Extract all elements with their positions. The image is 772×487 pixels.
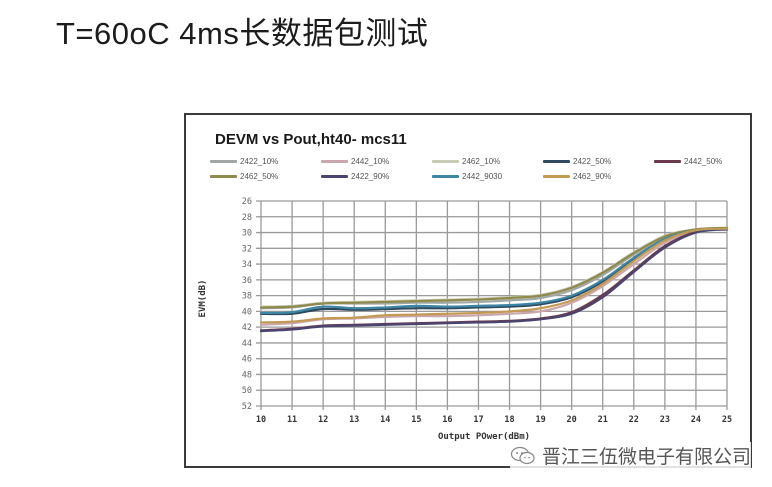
x-tick-label: 22 [629, 415, 639, 425]
x-tick-label: 25 [722, 415, 732, 425]
legend-label: 2442_10% [351, 156, 390, 166]
legend-label: 2462_50% [240, 171, 279, 181]
series-line [259, 227, 729, 315]
legend-swatch [321, 159, 348, 163]
legend-swatch [432, 174, 459, 178]
legend-label: 2422_50% [573, 156, 612, 166]
chart-legend: 2422_10% 2442_10% 2462_10% 2422_50% 2442_50%… [210, 154, 750, 188]
legend-label: 2442_9030 [462, 171, 503, 181]
legend-item: 2442_9030 [432, 169, 502, 183]
x-tick-label: 12 [318, 415, 328, 425]
x-axis-label: Output POwer(dBm) [438, 432, 530, 442]
y-tick-label: 30 [242, 229, 252, 239]
x-tick-label: 24 [691, 415, 701, 425]
x-tick-label: 13 [349, 415, 359, 425]
series-line [259, 228, 729, 333]
y-axis-label: EVM(dB) [198, 280, 208, 318]
y-tick-label: 26 [242, 197, 252, 207]
legend-item: 2422_10% [210, 154, 278, 168]
legend-swatch [543, 174, 570, 178]
legend-item: 2462_10% [432, 154, 500, 168]
watermark-text: 晋江三伍微电子有限公司 [542, 447, 752, 468]
y-tick-label: 52 [242, 402, 252, 412]
wechat-icon [510, 446, 535, 464]
grid: 26 28 30 32 34 36 38 40 42 44 46 48 50 52 10 11 12 13 14 15… [242, 197, 732, 425]
x-tick-label: 17 [473, 415, 483, 425]
y-tick-label: 50 [242, 386, 252, 396]
y-tick-label: 46 [242, 355, 252, 365]
legend-label: 2422_10% [240, 156, 279, 166]
legend-swatch [543, 159, 570, 163]
legend-swatch [654, 159, 681, 163]
page-title: T=60oC 4ms长数据包测试 [56, 16, 429, 51]
legend-item: 2462_50% [210, 169, 278, 183]
x-tick-label: 21 [598, 415, 608, 425]
x-tick-label: 10 [256, 415, 266, 425]
x-tick-label: 23 [660, 415, 670, 425]
legend-label: 2442_50% [684, 156, 723, 166]
series-line [259, 226, 729, 309]
y-tick-label: 32 [242, 244, 252, 254]
legend-swatch [432, 159, 459, 163]
legend-item: 2422_90% [321, 169, 389, 183]
x-tick-label: 11 [287, 415, 297, 425]
y-tick-label: 40 [242, 307, 252, 317]
x-tick-label: 16 [442, 415, 452, 425]
watermark: 晋江三伍微电子有限公司 [510, 442, 752, 469]
x-tick-label: 19 [535, 415, 545, 425]
y-tick-label: 36 [242, 276, 252, 286]
legend-swatch [210, 174, 237, 178]
legend-item: 2442_10% [321, 154, 389, 168]
x-tick-label: 15 [411, 415, 421, 425]
chart-frame: DEVM vs Pout,ht40- mcs11 2422_10% 2442_10… [184, 113, 752, 468]
x-tick-label: 20 [567, 415, 577, 425]
legend-label: 2462_90% [573, 171, 612, 181]
legend-label: 2422_90% [351, 171, 390, 181]
legend-label: 2462_10% [462, 156, 501, 166]
legend-swatch [321, 174, 348, 178]
y-tick-label: 42 [242, 323, 252, 333]
legend-item: 2442_50% [654, 154, 722, 168]
x-tick-label: 18 [504, 415, 514, 425]
series-line [259, 227, 729, 324]
y-tick-label: 28 [242, 213, 252, 223]
chart-title: DEVM vs Pout,ht40- mcs11 [215, 131, 407, 148]
y-tick-label: 34 [242, 260, 252, 270]
y-tick-label: 38 [242, 292, 252, 302]
x-tick-label: 14 [380, 415, 390, 425]
legend-item: 2422_50% [543, 154, 611, 168]
legend-item: 2462_90% [543, 169, 611, 183]
legend-swatch [210, 159, 237, 163]
y-tick-label: 48 [242, 370, 252, 380]
y-tick-label: 44 [242, 339, 252, 349]
series-lines [259, 226, 729, 333]
